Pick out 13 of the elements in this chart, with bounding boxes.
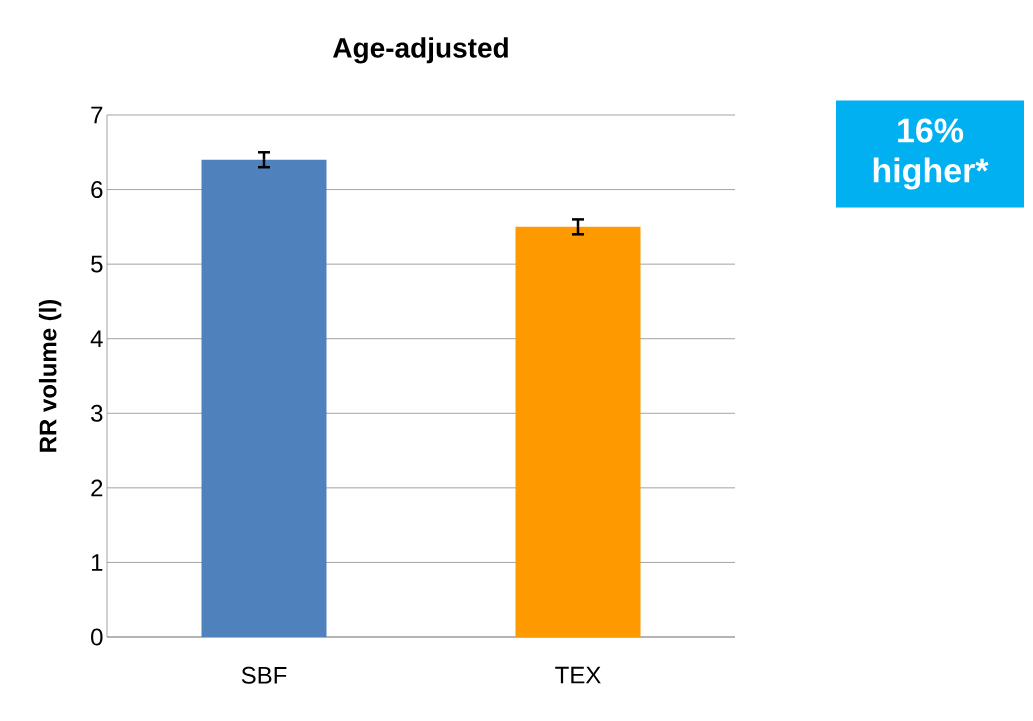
- text: 16% higher*: [873, 118, 989, 190]
- x-tick-label: TEX: [555, 666, 601, 684]
- y-tick-label: 1: [91, 554, 103, 571]
- chart-title: Age-adjusted: [333, 37, 508, 64]
- y-tick-label: 5: [91, 255, 103, 273]
- y-axis-title: RR volume (l): [38, 299, 62, 452]
- y-tick-label: 3: [91, 404, 103, 422]
- y-tick-label: 4: [90, 330, 103, 347]
- y-tick-label: 6: [91, 181, 103, 199]
- y-tick-label: 2: [91, 479, 103, 497]
- x-tick-label: SBF: [241, 666, 287, 684]
- y-tick-label: 0: [91, 628, 103, 646]
- y-tick-label: 7: [91, 106, 103, 124]
